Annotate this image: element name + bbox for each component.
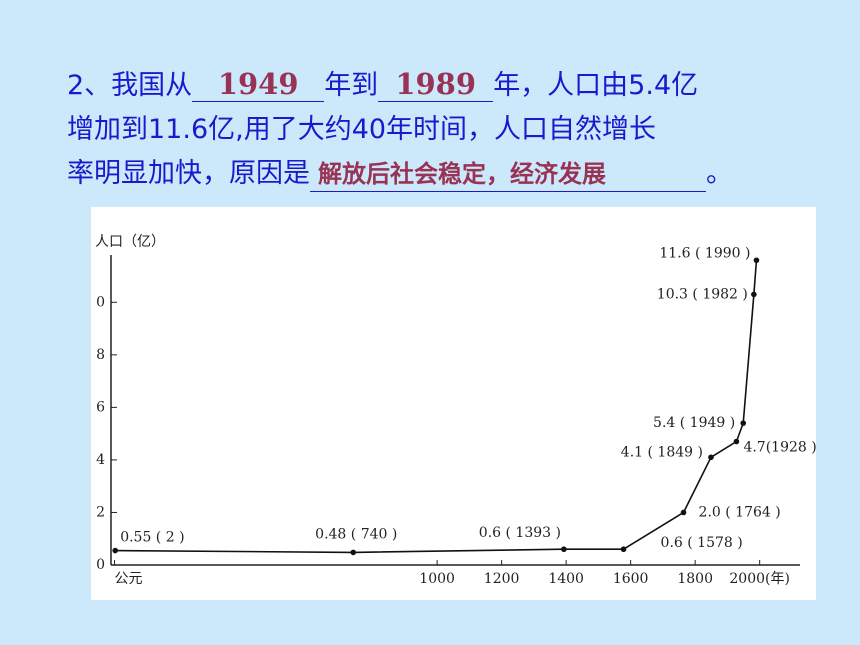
point (350, 549, 357, 556)
point (680, 509, 687, 516)
point (112, 547, 118, 554)
point (751, 291, 757, 298)
data-label: 0.6 ( 1393 ) (479, 525, 561, 541)
x-tick-label: 1400 (548, 571, 584, 587)
y-tick-label: 0 (96, 294, 105, 310)
answer: 1989 (378, 67, 494, 102)
question-line: 率明显加快，原因是 解放后社会稳定，经济发展。 (67, 152, 827, 196)
x-tick-label: 公元 (115, 571, 143, 587)
point (620, 546, 627, 553)
line (115, 260, 758, 554)
y-axis-label: 人口（亿） (95, 234, 165, 250)
y-tick-label: 2 (96, 504, 105, 520)
data-label: 11.6 ( 1990 ) (659, 245, 750, 261)
question: 2、我国从 1949 年到 1989 年，人口由5.4亿 增加到11.6亿,用了大约40… (67, 64, 827, 196)
answer: 1949 (192, 67, 325, 102)
text: 年到 (324, 70, 379, 101)
data-label: 0.48 ( 740 ) (315, 526, 397, 542)
x-tick-label: 2000(年) (729, 571, 790, 587)
x-tick-label: 1800 (677, 571, 713, 587)
data-label: 4.7(1928 ) (743, 440, 816, 456)
text: 增加到11.6亿,用了大约40年时间，人口自然增长 (67, 114, 657, 145)
point (740, 420, 747, 426)
chart-background (91, 207, 816, 600)
data-label: 2.0 ( 1764 ) (699, 504, 781, 520)
point (733, 438, 740, 445)
y-tick-label: 8 (96, 347, 105, 363)
text: 年，人口由5.4亿 (493, 70, 699, 101)
x-tick-label: 1000 (419, 571, 455, 587)
point (708, 454, 714, 461)
question-line: 增加到11.6亿,用了大约40年时间，人口自然增长 (67, 108, 827, 152)
data-label: 5.4 ( 1949 ) (653, 415, 735, 431)
x-tick-label: 1200 (484, 571, 520, 587)
answer: 解放后社会稳定，经济发展 (310, 157, 706, 192)
data-label: 0.55 ( 2 ) (120, 530, 184, 546)
x-tick-label: 1600 (613, 571, 649, 587)
data-label: 4.1 ( 1849 ) (621, 444, 703, 460)
text: 。 (706, 158, 733, 189)
data-label: 10.3 ( 1982 ) (657, 286, 748, 302)
point (561, 546, 567, 553)
data-label: 0.6 ( 1578 ) (661, 535, 743, 551)
question-line: 2、我国从 1949 年到 1989 年，人口由5.4亿 (67, 64, 827, 108)
text: 率明显加快，原因是 (67, 158, 310, 189)
point (753, 257, 760, 264)
text: 2、我国从 (67, 70, 193, 101)
y-tick-label: 0 (96, 557, 105, 573)
y-tick-label: 6 (96, 399, 105, 415)
y-tick-label: 4 (96, 452, 105, 468)
